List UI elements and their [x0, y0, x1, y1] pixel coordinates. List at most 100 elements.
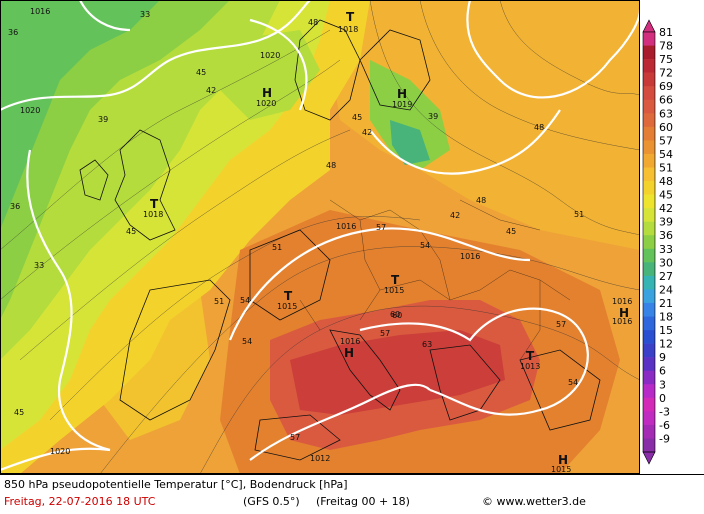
isotherm-label: 57 [380, 329, 390, 338]
model-run: (Freitag 00 + 18) [316, 495, 410, 508]
center-value: 1020 [256, 99, 276, 108]
field-north-green [220, 30, 320, 120]
legend-swatch [643, 397, 655, 412]
isotherm-label: 42 [450, 211, 460, 220]
center-value: 1018 [143, 210, 163, 219]
legend-label: 51 [659, 161, 673, 174]
isotherm-label: 42 [362, 128, 372, 137]
legend-label: 9 [659, 351, 666, 364]
isotherm-label: 42 [206, 86, 216, 95]
legend-swatch [643, 221, 655, 236]
legend-swatch [643, 208, 655, 222]
legend-swatch [643, 384, 655, 399]
isotherm-label: 51 [574, 210, 584, 219]
legend-swatch [643, 153, 655, 168]
legend-swatch [643, 357, 655, 372]
color-legend: 81 78 75 72 69 66 63 60 57 54 51 48 45 42 39 36 33 30 27 24… [640, 0, 704, 474]
legend-label: 60 [659, 121, 673, 134]
legend-label: -6 [659, 419, 670, 432]
field-baltic-green [370, 60, 450, 170]
legend-label: 12 [659, 338, 673, 351]
legend-label: -9 [659, 432, 670, 445]
center-letter: T [391, 273, 400, 287]
center-value: 1013 [520, 362, 540, 371]
isotherm-labels: 36 33 45 42 39 48 45 42 48 45 51 54 57 6… [8, 10, 584, 442]
legend-label: 54 [659, 148, 673, 161]
isotherm-label: 63 [422, 340, 432, 349]
isotherm-label: 39 [428, 112, 438, 121]
map-caption: 850 hPa pseudopotentielle Temperatur [°C… [4, 478, 348, 491]
legend-swatch [643, 86, 655, 101]
map-frame [0, 0, 640, 474]
legend-swatch [643, 235, 655, 250]
isotherm-label: 51 [214, 297, 224, 306]
isotherm-label: 51 [272, 243, 282, 252]
legend-swatch [643, 275, 655, 290]
isotherm-label: 45 [126, 227, 136, 236]
isotherm-label: 57 [290, 433, 300, 442]
isotherm-label: 33 [34, 261, 44, 270]
isotherm-label: 45 [506, 227, 516, 236]
isotherm-label: 48 [308, 18, 318, 27]
center-letter: H [344, 346, 354, 360]
legend-label: 48 [659, 175, 673, 188]
legend-label: 72 [659, 67, 673, 80]
legend-label: 45 [659, 189, 673, 202]
legend-swatch [643, 424, 655, 439]
center-letter: H [262, 86, 272, 100]
isobar-label: 1020 [20, 106, 40, 115]
field-iberia [100, 290, 210, 440]
field-ne [330, 0, 640, 250]
isotherm-label: 60 [390, 310, 400, 319]
legend-swatch [643, 167, 655, 182]
legend-label: 78 [659, 40, 673, 53]
isobar-label: 1016 [336, 222, 356, 231]
legend-swatch [643, 45, 655, 60]
isotherm-label: 36 [10, 202, 20, 211]
isobar-label: 1020 [50, 447, 70, 456]
legend-swatch [643, 181, 655, 195]
legend-swatch [643, 113, 655, 128]
legend-label: 42 [659, 202, 673, 215]
legend-label: 24 [659, 283, 673, 296]
coastlines [79, 19, 601, 461]
isotherm-label: 54 [420, 241, 430, 250]
legend-swatch [643, 438, 655, 453]
legend-label: 27 [659, 270, 673, 283]
legend-swatch [643, 59, 655, 73]
isobar-label: 1016 [612, 317, 632, 326]
center-letter: H [558, 453, 568, 467]
center-letter: T [284, 289, 293, 303]
borders [299, 199, 571, 361]
legend-swatch [643, 72, 655, 87]
legend-label: 6 [659, 365, 666, 378]
legend-swatch [643, 330, 655, 344]
field-baltic-teal [390, 120, 430, 165]
legend-label: 15 [659, 324, 673, 337]
legend-label: 75 [659, 53, 673, 66]
legend-arrow-down [642, 451, 656, 465]
legend-swatch [643, 316, 655, 331]
isotherm-label: 57 [556, 320, 566, 329]
center-letter: T [526, 349, 535, 363]
legend-swatch [643, 194, 655, 209]
isotherm-label: 54 [242, 337, 252, 346]
legend-scale: 8178757269666360575451484542393633302724… [642, 19, 673, 465]
legend-swatch [643, 302, 655, 317]
legend-swatch [643, 126, 655, 141]
center-letter: T [346, 10, 355, 24]
legend-swatch [643, 99, 655, 114]
isobar-label: 1016 [30, 7, 50, 16]
legend-label: 0 [659, 392, 666, 405]
legend-label: 36 [659, 229, 673, 242]
legend-arrow-up [642, 19, 656, 33]
legend-label: 66 [659, 94, 673, 107]
legend-label: 69 [659, 80, 673, 93]
isobar-label: 1020 [260, 51, 280, 60]
credit-text: © www.wetter3.de [482, 495, 586, 508]
isotherm-label: 45 [352, 113, 362, 122]
